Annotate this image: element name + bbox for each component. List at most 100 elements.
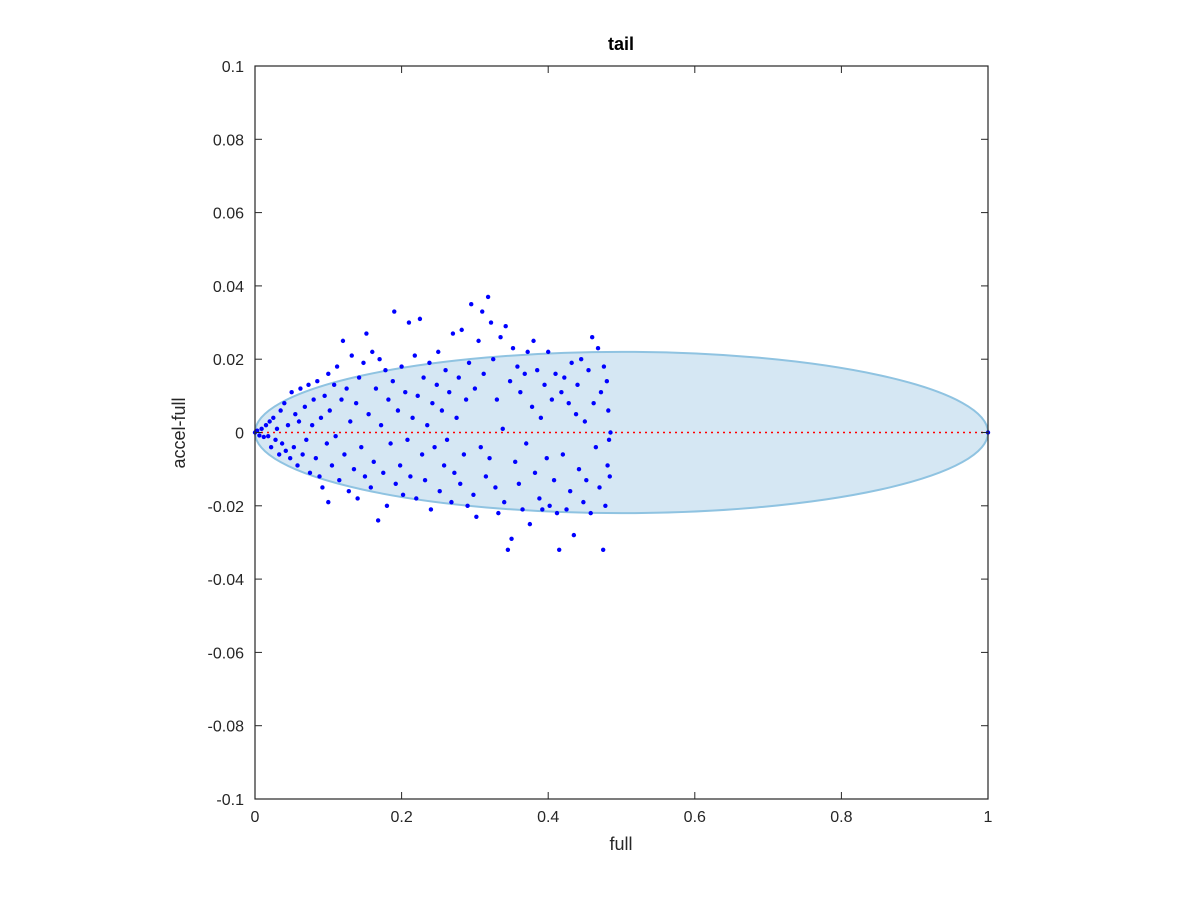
data-point (487, 455, 492, 461)
data-point (493, 485, 498, 490)
y-tick-label: -0.04 (208, 572, 245, 589)
data-point (415, 393, 420, 399)
data-point (581, 499, 586, 505)
data-point (532, 470, 538, 476)
data-point (329, 463, 335, 468)
data-point (278, 408, 283, 413)
data-point (593, 444, 599, 450)
data-point (430, 400, 435, 406)
data-point (400, 492, 406, 498)
y-tick-label: 0.08 (213, 132, 244, 149)
data-point (437, 488, 442, 494)
data-point (315, 378, 320, 384)
data-point (377, 357, 382, 362)
data-point (481, 371, 486, 377)
data-point (607, 474, 612, 479)
x-tick-label: 0.2 (390, 809, 412, 826)
data-point (339, 397, 344, 402)
data-point (466, 360, 472, 366)
data-point (383, 367, 388, 373)
data-point (368, 485, 374, 490)
data-point (421, 375, 426, 380)
data-point (441, 463, 447, 468)
data-point (298, 386, 303, 391)
data-point (318, 415, 324, 421)
data-point (422, 477, 428, 483)
data-point (419, 452, 425, 457)
data-point (351, 466, 357, 472)
data-point (378, 422, 384, 428)
data-point (342, 452, 347, 457)
data-point (458, 481, 463, 487)
data-point (289, 389, 294, 395)
data-point (463, 397, 469, 402)
y-tick-label: 0.1 (222, 59, 244, 76)
data-point (261, 434, 266, 440)
y-tick-label: -0.08 (208, 719, 245, 736)
data-point (276, 452, 282, 457)
y-tick-label: 0.02 (213, 352, 244, 369)
data-point (502, 499, 507, 505)
data-point (503, 324, 508, 329)
data-point (324, 441, 330, 446)
data-point (447, 389, 452, 395)
data-point (547, 503, 552, 508)
y-axis: -0.1 -0.08 -0.06 -0.04 -0.02 0 0.02 0.04 0.06 0.0… (208, 59, 988, 809)
data-point (465, 503, 470, 508)
data-point (452, 470, 457, 476)
data-point (322, 393, 327, 399)
data-point (326, 499, 331, 505)
data-point (456, 375, 461, 380)
data-point (307, 470, 313, 476)
data-point (597, 485, 602, 490)
data-point (567, 488, 573, 494)
data-point (405, 437, 410, 443)
data-point (295, 463, 300, 468)
data-point (304, 437, 309, 443)
data-point (559, 389, 564, 395)
data-point (588, 510, 593, 516)
data-point (334, 364, 340, 369)
data-point (524, 441, 529, 446)
data-point (412, 353, 417, 358)
data-point (549, 397, 555, 402)
data-point (520, 507, 525, 512)
data-point (576, 466, 582, 472)
data-point (510, 346, 516, 351)
data-point (601, 364, 607, 369)
data-point (285, 422, 291, 428)
data-point (397, 463, 403, 468)
data-point (390, 378, 396, 384)
data-point (267, 419, 272, 424)
data-point (546, 349, 551, 355)
data-point (454, 415, 459, 421)
data-point (282, 400, 287, 406)
data-point (353, 400, 359, 406)
data-point (320, 485, 325, 490)
data-point (309, 422, 315, 428)
data-point (509, 536, 514, 541)
data-point (529, 404, 535, 410)
data-point (605, 463, 610, 468)
chart-title: tail (608, 34, 634, 54)
plot-area (252, 65, 991, 800)
data-point (386, 397, 391, 402)
data-point (443, 367, 448, 373)
data-point (340, 338, 346, 344)
data-point (373, 386, 379, 391)
y-tick-label: 0 (235, 426, 244, 443)
data-point (283, 448, 288, 454)
data-point (449, 499, 454, 505)
data-point (364, 331, 369, 336)
data-point (522, 371, 527, 377)
data-point (606, 408, 611, 413)
data-point (384, 503, 390, 508)
data-point (410, 415, 415, 421)
data-point (582, 419, 588, 424)
data-point (268, 444, 274, 450)
data-point (375, 518, 381, 523)
data-point (371, 459, 376, 465)
data-point (287, 455, 293, 461)
data-point (326, 371, 331, 377)
data-point (327, 408, 332, 413)
